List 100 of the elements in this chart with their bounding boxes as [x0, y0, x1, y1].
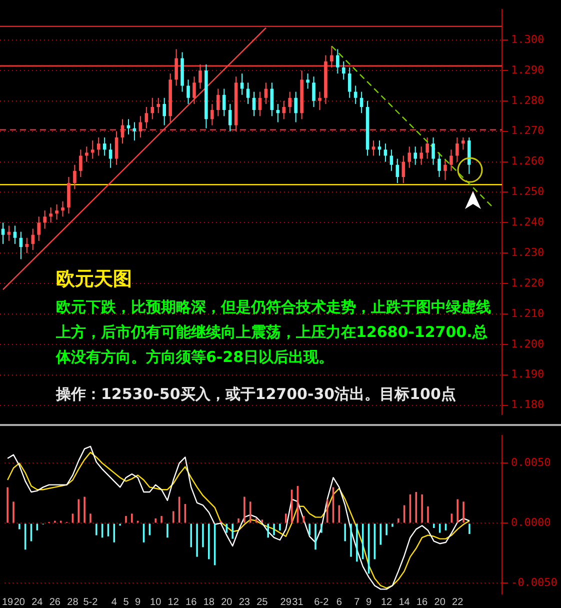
- candlestick: [216, 88, 220, 117]
- candlestick: [132, 122, 136, 141]
- candlestick: [408, 146, 412, 168]
- candlestick: [276, 103, 280, 123]
- candlestick: [162, 97, 166, 126]
- y-tick-label: 1.300: [511, 32, 544, 46]
- y-tick-label: 1.240: [511, 216, 544, 229]
- candlestick: [258, 91, 262, 117]
- y-tick-label: 1.190: [511, 368, 544, 381]
- candlestick: [55, 204, 58, 220]
- candlestick: [372, 140, 376, 156]
- candlestick: [156, 97, 160, 114]
- x-tick-label: 5: [123, 596, 130, 608]
- candlestick: [390, 149, 394, 172]
- x-tick-label: 19: [2, 596, 14, 608]
- x-tick-label: 6: [336, 596, 342, 608]
- x-tick-label: 24: [32, 596, 44, 608]
- candlestick: [348, 66, 352, 98]
- y-tick-label: -0.0050: [511, 576, 558, 590]
- candlestick: [330, 46, 334, 68]
- candlestick: [462, 136, 465, 150]
- x-tick-label: 26: [49, 596, 61, 608]
- candlestick: [90, 140, 94, 160]
- candlestick: [336, 48, 340, 74]
- candlestick: [252, 91, 256, 117]
- candlestick: [96, 136, 100, 156]
- x-tick-label: 9: [366, 596, 372, 608]
- candlestick: [264, 82, 268, 104]
- candlestick: [73, 164, 76, 190]
- candlestick: [192, 76, 196, 104]
- x-tick-label: 16: [416, 596, 428, 608]
- candlestick: [354, 85, 358, 104]
- candlestick: [402, 155, 406, 184]
- candlestick: [13, 225, 17, 244]
- x-tick-label: 28: [67, 596, 79, 608]
- candlestick: [444, 158, 447, 181]
- candlestick: [288, 91, 292, 114]
- candlestick: [432, 136, 435, 166]
- x-tick-label: 6-2: [314, 596, 330, 608]
- candlestick: [31, 228, 35, 251]
- y-tick-label: 1.220: [511, 276, 544, 290]
- y-tick-label: 0.0050: [511, 456, 551, 470]
- candlestick: [25, 237, 29, 254]
- candlestick: [126, 118, 130, 135]
- candlestick: [312, 76, 316, 108]
- x-tick-label: 5-2: [83, 596, 98, 608]
- candlestick: [318, 91, 322, 111]
- x-tick-label: 20: [14, 596, 26, 608]
- annotation: 操作：12530-50买入，或于12700-30沽出。目标100点: [56, 384, 457, 405]
- candlestick: [144, 106, 148, 129]
- candlestick: [270, 82, 274, 117]
- y-tick-label: 1.200: [511, 337, 544, 350]
- candlestick: [85, 146, 88, 162]
- candlestick: [228, 103, 232, 132]
- candlestick: [114, 130, 118, 166]
- y-tick-label: 1.290: [511, 63, 544, 76]
- candlestick: [360, 91, 364, 114]
- y-tick-label: 1.180: [511, 398, 544, 412]
- x-tick-label: 20: [221, 596, 233, 608]
- y-tick-label: 1.260: [511, 154, 544, 168]
- y-tick-label: 1.280: [511, 94, 544, 107]
- x-tick-label: 14: [398, 596, 410, 608]
- x-tick-label: 31: [292, 596, 304, 608]
- y-tick-label: 1.250: [511, 185, 544, 198]
- candlestick: [19, 231, 23, 260]
- candlestick: [7, 225, 11, 242]
- y-tick-label: 1.210: [511, 306, 544, 320]
- x-tick-label: 12: [380, 596, 393, 608]
- candlestick: [306, 73, 310, 90]
- y-tick-label: 1.270: [511, 124, 544, 138]
- candlestick: [61, 200, 64, 218]
- x-tick-label: 22: [452, 596, 464, 608]
- candlestick: [426, 136, 429, 160]
- candlestick: [294, 91, 298, 123]
- x-tick-label: 29: [280, 596, 292, 608]
- candlestick: [138, 116, 142, 138]
- candlestick: [222, 88, 226, 117]
- candlestick: [384, 143, 388, 162]
- candlestick: [246, 82, 250, 104]
- x-tick-label: 23: [238, 596, 250, 608]
- candlestick: [49, 206, 52, 224]
- x-tick-label: 20: [434, 596, 446, 608]
- x-tick-label: 18: [203, 596, 215, 608]
- x-tick-label: 16: [186, 596, 198, 608]
- x-tick-label: 10: [150, 596, 162, 608]
- candlestick: [240, 73, 244, 96]
- candlestick: [120, 118, 124, 144]
- candlestick: [282, 100, 286, 120]
- candlestick: [79, 149, 82, 178]
- candlestick: [102, 136, 106, 156]
- candlestick: [186, 79, 190, 104]
- candlestick: [1, 222, 5, 244]
- y-tick-label: 1.230: [511, 246, 544, 259]
- x-tick-label: 9: [135, 596, 142, 608]
- x-tick-label: 25: [256, 596, 268, 608]
- candlestick: [450, 149, 453, 172]
- candlestick: [438, 152, 441, 178]
- candlestick: [174, 48, 178, 86]
- candlestick: [396, 158, 400, 184]
- candlestick: [420, 146, 423, 166]
